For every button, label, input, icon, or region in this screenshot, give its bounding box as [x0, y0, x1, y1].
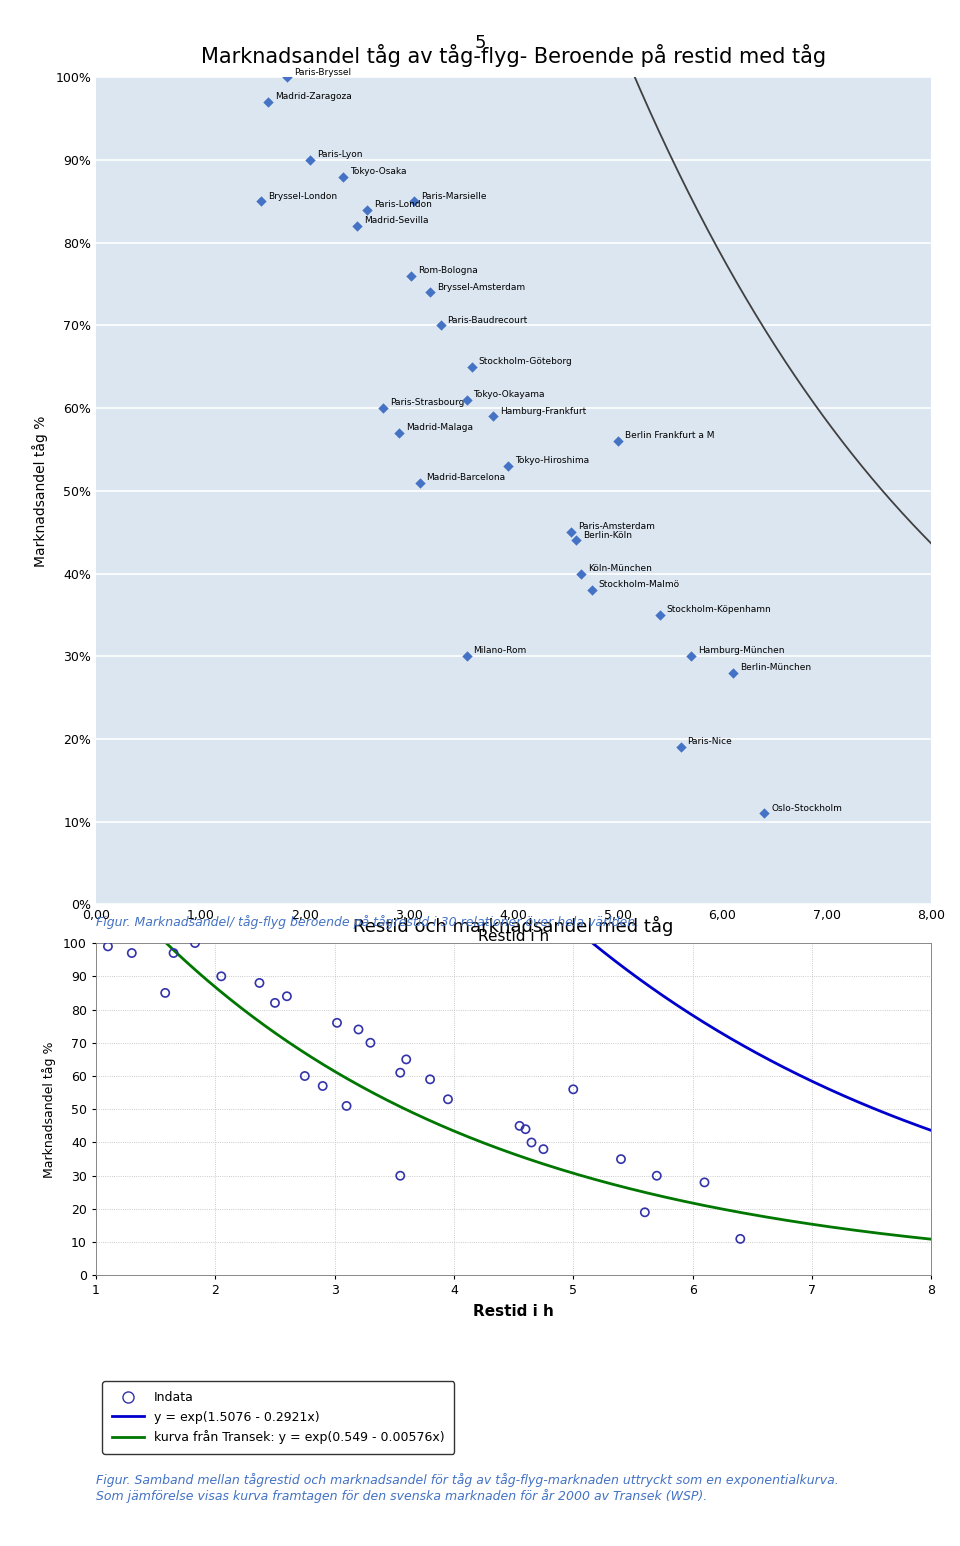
Y-axis label: Marknadsandel tåg %: Marknadsandel tåg % [42, 1040, 56, 1178]
Point [517, 1116, 533, 1141]
X-axis label: Restid i h: Restid i h [478, 929, 549, 945]
Point [391, 421, 406, 445]
Point [329, 1011, 345, 1036]
Title: Marknadsandel tåg av tåg-flyg- Beroende på restid med tåg: Marknadsandel tåg av tåg-flyg- Beroende … [201, 45, 827, 68]
Point [501, 453, 516, 478]
Text: Bryssel-London: Bryssel-London [268, 192, 337, 201]
Text: Stockholm-Göteborg: Stockholm-Göteborg [479, 357, 572, 366]
Point [412, 470, 427, 495]
Text: Tokyo-Okayama: Tokyo-Okayama [473, 390, 545, 399]
Text: Figur. Marknadsandel/ tåg-flyg beroende på tågrestid i 30 relationer över hela v: Figur. Marknadsandel/ tåg-flyg beroende … [96, 915, 639, 929]
Text: Hamburg-München: Hamburg-München [698, 646, 784, 656]
Point [398, 1047, 414, 1071]
Point [465, 354, 480, 379]
Point [613, 1147, 629, 1172]
Point [336, 164, 351, 189]
Text: Figur. Samband mellan tågrestid och marknadsandel för tåg av tåg-flyg-marknaden : Figur. Samband mellan tågrestid och mark… [96, 1473, 839, 1503]
Point [732, 1226, 748, 1251]
Point [433, 314, 448, 339]
Text: Hamburg-Frankfurt: Hamburg-Frankfurt [499, 407, 586, 416]
Point [100, 934, 115, 959]
Text: Paris-Marsielle: Paris-Marsielle [421, 192, 487, 201]
Point [673, 734, 688, 759]
Point [253, 189, 269, 213]
Text: Berlin Frankfurt a M: Berlin Frankfurt a M [625, 431, 714, 441]
Point [585, 578, 600, 603]
Text: Madrid-Barcelona: Madrid-Barcelona [426, 473, 506, 482]
Text: Oslo-Stockholm: Oslo-Stockholm [771, 804, 842, 813]
Legend: Indata, y = exp(1.5076 - 0.2921x), kurva från Transek: y = exp(0.549 - 0.00576x): Indata, y = exp(1.5076 - 0.2921x), kurva… [103, 1382, 454, 1453]
Text: Madrid-Malaga: Madrid-Malaga [406, 424, 472, 433]
Point [315, 1073, 330, 1098]
Point [756, 801, 772, 826]
Point [684, 645, 699, 669]
Text: Paris-Lyon: Paris-Lyon [317, 150, 363, 159]
Point [485, 404, 500, 428]
Point [697, 1170, 712, 1195]
Point [637, 1200, 653, 1224]
Point [350, 1017, 366, 1042]
Point [564, 519, 579, 544]
Text: Stockholm-Köpenhamn: Stockholm-Köpenhamn [666, 604, 772, 614]
Point [363, 1030, 378, 1054]
Point [512, 1113, 527, 1138]
Point [339, 1093, 354, 1118]
Point [422, 1067, 438, 1091]
Point [565, 1078, 581, 1102]
Point [524, 1130, 540, 1155]
Text: Paris-Nice: Paris-Nice [687, 737, 732, 747]
Point [649, 1163, 664, 1187]
Point [536, 1136, 551, 1161]
Point [375, 396, 391, 421]
Point [302, 148, 318, 173]
Point [267, 991, 282, 1016]
Point [213, 965, 228, 989]
Text: Madrid-Sevilla: Madrid-Sevilla [364, 216, 428, 226]
Text: Bryssel-Amsterdam: Bryssel-Amsterdam [437, 283, 525, 292]
Point [260, 90, 276, 114]
Point [124, 940, 139, 965]
Text: Paris-Strasbourg: Paris-Strasbourg [390, 399, 465, 407]
Text: Madrid-Zaragoza: Madrid-Zaragoza [276, 93, 352, 102]
Point [166, 940, 181, 965]
Point [441, 1087, 456, 1112]
Point [407, 189, 422, 213]
Text: Köln-München: Köln-München [588, 564, 652, 572]
Point [298, 1064, 313, 1088]
Text: Paris-Bryssel: Paris-Bryssel [294, 68, 351, 76]
Text: Rom-Bologna: Rom-Bologna [419, 266, 478, 275]
Point [422, 280, 438, 305]
Text: Paris-London: Paris-London [374, 199, 432, 209]
X-axis label: Restid i h: Restid i h [473, 1305, 554, 1319]
Point [574, 561, 589, 586]
Point [403, 263, 419, 288]
Point [393, 1163, 408, 1187]
Point [279, 65, 295, 90]
Point [725, 660, 740, 685]
Point [611, 428, 626, 453]
Text: 5: 5 [474, 34, 486, 53]
Title: Restid och marknadsandel med tåg: Restid och marknadsandel med tåg [353, 915, 674, 935]
Point [393, 1061, 408, 1085]
Point [568, 529, 584, 553]
Point [360, 198, 375, 223]
Point [187, 931, 203, 955]
Point [157, 980, 173, 1005]
Point [459, 388, 474, 413]
Point [252, 971, 267, 996]
Point [279, 983, 295, 1008]
Text: Paris-Amsterdam: Paris-Amsterdam [578, 523, 655, 532]
Text: Tokyo-Hiroshima: Tokyo-Hiroshima [516, 456, 589, 465]
Point [652, 603, 667, 628]
Text: Tokyo-Osaka: Tokyo-Osaka [350, 167, 407, 176]
Y-axis label: Marknadsandel tåg %: Marknadsandel tåg % [33, 416, 48, 566]
Point [459, 645, 474, 669]
Text: Milano-Rom: Milano-Rom [473, 646, 527, 656]
Text: Paris-Baudrecourt: Paris-Baudrecourt [447, 315, 528, 325]
Text: Berlin-München: Berlin-München [740, 663, 811, 673]
Point [349, 213, 365, 238]
Text: Berlin-Köln: Berlin-Köln [583, 530, 633, 540]
Text: Stockholm-Malmö: Stockholm-Malmö [599, 580, 680, 589]
